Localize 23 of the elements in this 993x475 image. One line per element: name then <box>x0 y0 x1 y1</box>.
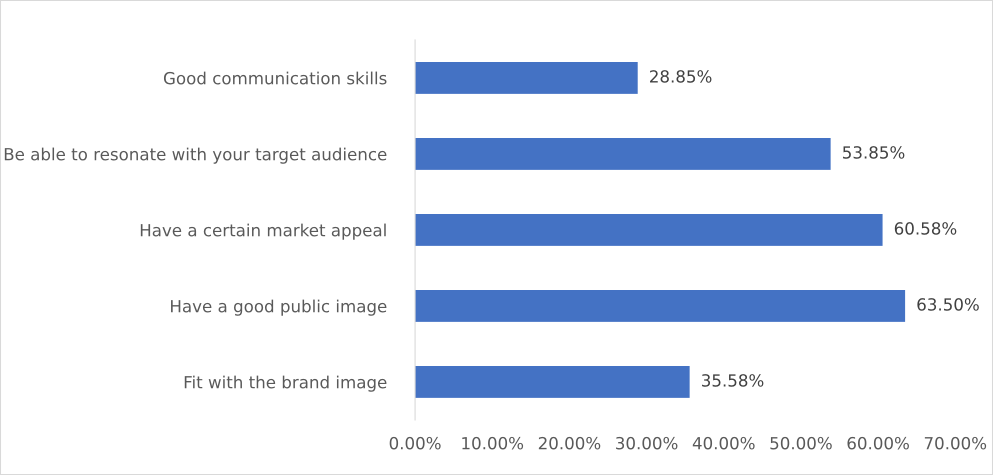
y-tick-label: Be able to resonate with your target audience <box>4 148 386 164</box>
data-label: 60.58% <box>894 222 956 235</box>
x-tick-label: 50.00% <box>770 436 832 450</box>
bar <box>415 214 883 246</box>
data-label: 53.85% <box>843 146 904 159</box>
x-tick-label: 40.00% <box>692 436 755 450</box>
x-tick-label: 0.00% <box>390 436 441 450</box>
x-tick-label: 10.00% <box>462 436 524 450</box>
x-tick-label: 20.00% <box>538 436 600 450</box>
y-tick-label: Good communication skills <box>164 72 386 84</box>
bar <box>415 62 638 94</box>
x-tick-label: 60.00% <box>847 436 909 450</box>
bar <box>415 138 831 170</box>
data-label: 35.58% <box>702 374 764 387</box>
data-label: 63.50% <box>917 298 979 311</box>
bar <box>415 290 906 322</box>
x-tick-label: 30.00% <box>616 436 678 450</box>
bar <box>415 366 690 398</box>
y-tick-label: Have a certain market appeal <box>140 224 386 240</box>
y-tick-label: Have a good public image <box>171 300 386 316</box>
data-label: 28.85% <box>650 70 712 83</box>
y-tick-label: Fit with the brand image <box>184 376 386 392</box>
x-tick-label: 70.00% <box>924 436 986 450</box>
